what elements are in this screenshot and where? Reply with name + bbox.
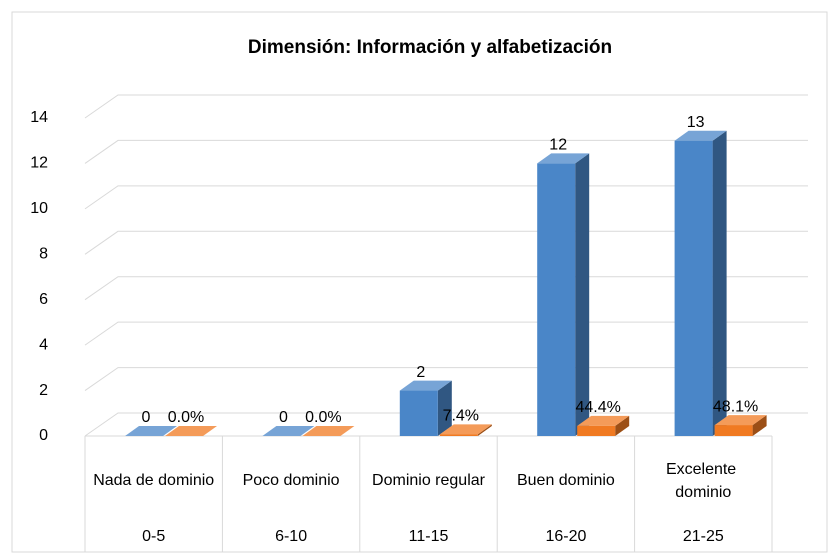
bar-face [674, 130, 727, 141]
x-tick-label: Nada de dominio [93, 472, 214, 489]
y-tick-label: 2 [39, 382, 48, 399]
bar-face [615, 415, 630, 436]
bar-face [125, 426, 177, 436]
x-tick-label: Poco dominio [243, 472, 340, 489]
bar-face [399, 390, 438, 436]
data-label: 7.4% [443, 408, 479, 425]
data-label: 0 [279, 409, 288, 426]
bar [439, 424, 492, 436]
bar-face [674, 140, 713, 436]
bar [674, 130, 727, 436]
data-label: 44.4% [576, 399, 621, 416]
bar-face [439, 434, 478, 436]
chart-title: Dimensión: Información y alfabetización [248, 37, 612, 58]
bar [165, 426, 217, 436]
bar [262, 426, 315, 436]
bar [125, 426, 177, 436]
grid-line [84, 94, 808, 119]
x-tick-label: Buen dominio [517, 472, 615, 489]
bar-face [577, 415, 630, 426]
bar [714, 415, 767, 436]
bar-face [399, 380, 452, 391]
bar-face [577, 425, 616, 436]
data-label: 0 [142, 409, 151, 426]
bar-face [714, 415, 767, 426]
x-tick-label: Dominio regular [372, 472, 486, 489]
bar-face [537, 163, 576, 436]
bar-face [477, 424, 492, 436]
data-label: 0.0% [305, 409, 341, 426]
bar-face [575, 153, 590, 436]
y-tick-label: 14 [30, 109, 48, 126]
y-tick-label: 10 [30, 200, 48, 217]
bar-face [439, 424, 492, 435]
bar-face [714, 425, 753, 436]
x-range-label: 0-5 [142, 528, 165, 545]
x-range-label: 6-10 [275, 528, 307, 545]
x-range-label: 11-15 [409, 528, 449, 545]
bar [302, 426, 355, 436]
grid-line [84, 139, 808, 164]
y-tick-label: 0 [39, 427, 48, 444]
data-label: 0.0% [168, 409, 204, 426]
bar-face [752, 415, 767, 436]
y-tick-label: 6 [39, 291, 48, 308]
bar-face [437, 380, 452, 436]
data-label: 48.1% [713, 398, 758, 415]
data-label: 2 [416, 364, 425, 381]
bar [537, 153, 590, 436]
x-range-label: 21-25 [683, 528, 724, 545]
data-label: 12 [549, 137, 567, 154]
x-range-label: 16-20 [545, 528, 586, 545]
bar [577, 415, 630, 436]
bar-face [712, 130, 727, 436]
bar-face [302, 426, 355, 436]
x-tick-label: Excelente dominio [666, 461, 741, 501]
bar-face [262, 426, 315, 436]
bar-face [165, 426, 217, 436]
bar-face [537, 153, 590, 164]
y-tick-label: 4 [39, 336, 48, 353]
bar [399, 380, 452, 436]
data-label: 13 [687, 114, 705, 131]
y-tick-label: 12 [30, 155, 48, 172]
y-tick-label: 8 [39, 246, 48, 263]
